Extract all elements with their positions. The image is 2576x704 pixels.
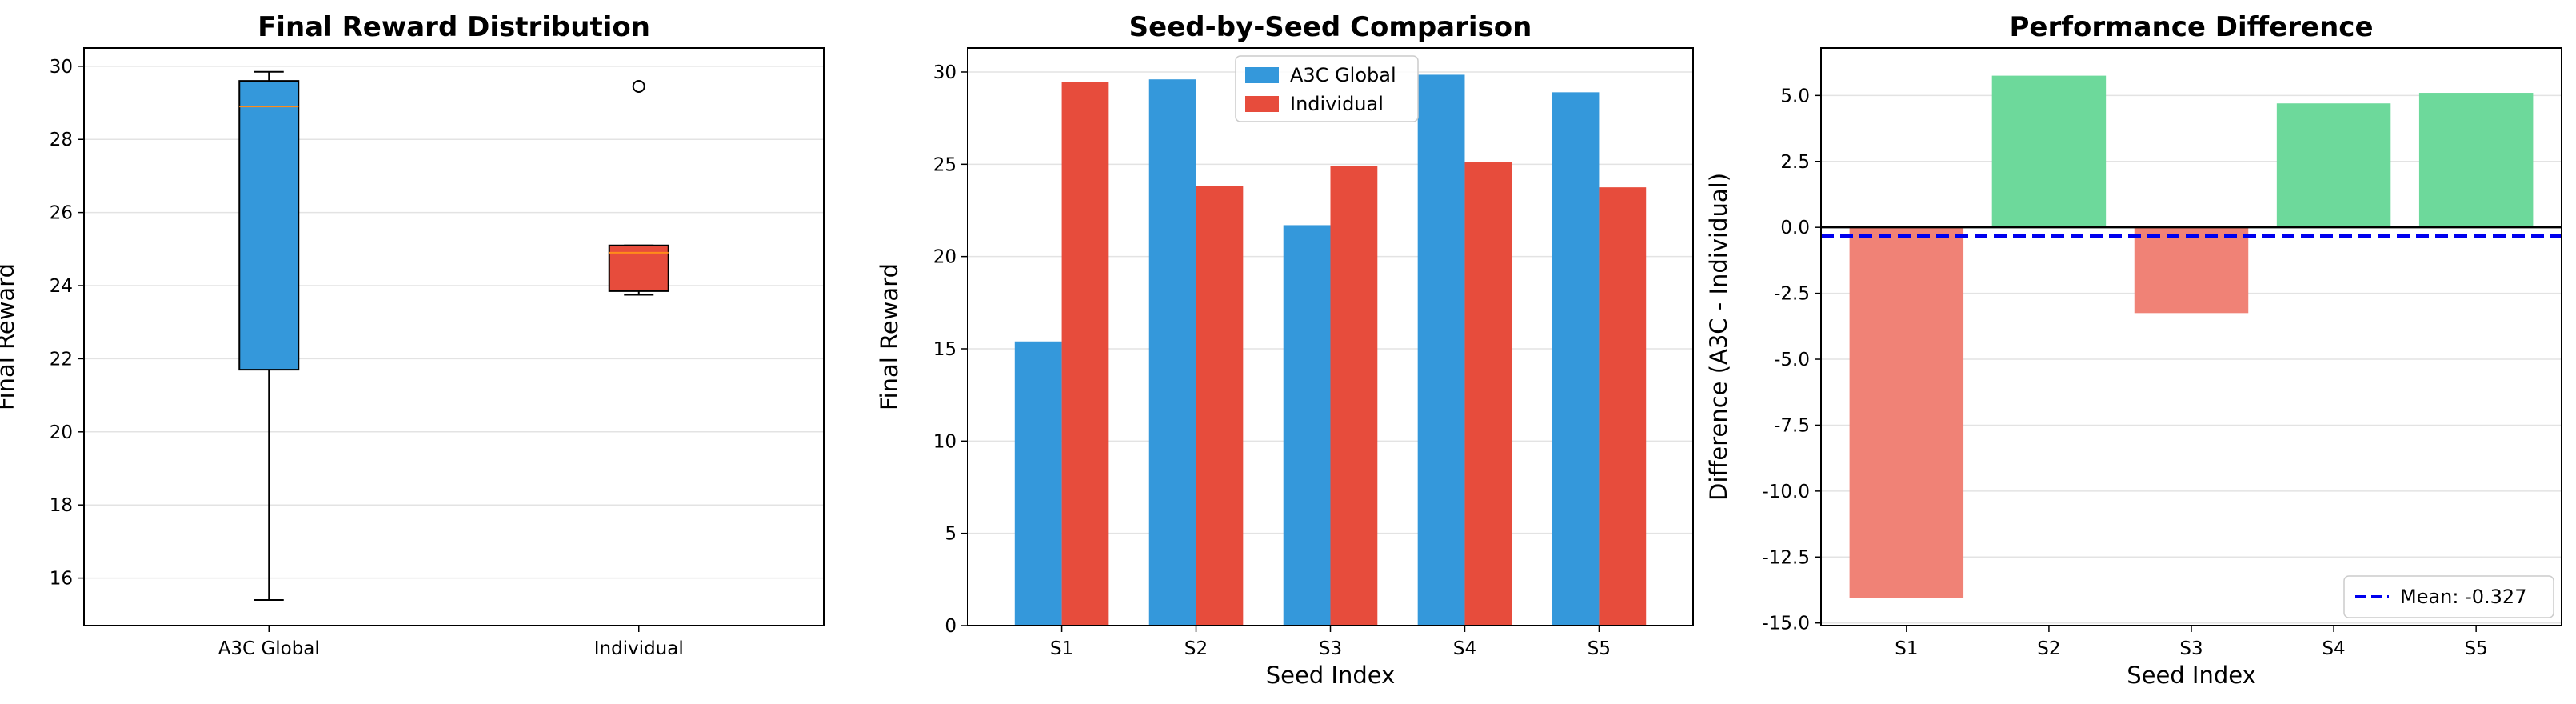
x-tick-label: S2 — [1184, 638, 1208, 659]
legend: Mean: -0.327 — [2343, 575, 2554, 618]
chart-panel-2: Seed-by-Seed Comparison 0 5 10 15 20 25 30 Final… — [876, 11, 1694, 689]
y-tick-label: 20 — [933, 247, 957, 268]
outlier-point — [632, 79, 645, 93]
y-axis-label: Final Reward — [0, 263, 19, 410]
legend-label: Mean: -0.327 — [2400, 586, 2526, 608]
legend-label: Individual — [1290, 93, 1384, 115]
y-tick-label: -10.0 — [1762, 482, 1810, 502]
axes-frame — [1820, 47, 2562, 626]
bar-individual-S2 — [1196, 186, 1244, 626]
bar-individual-S5 — [1599, 187, 1647, 626]
legend-frame — [1235, 55, 1419, 122]
diff-bar-S1 — [1849, 227, 1964, 598]
y-axis-label: Final Reward — [876, 263, 903, 410]
x-tick-label: S1 — [1050, 638, 1073, 659]
y-tick-label: 16 — [50, 569, 73, 590]
y-tick-label: 30 — [933, 62, 957, 83]
legend-swatch — [1245, 67, 1279, 83]
box-2 — [608, 79, 669, 296]
x-tick-label: Individual — [594, 638, 684, 659]
x-axis-label: Seed Index — [1266, 662, 1396, 689]
chart-title: Seed-by-Seed Comparison — [1129, 11, 1532, 43]
y-tick-label: 5.0 — [1780, 86, 1810, 106]
x-tick-label: S4 — [1453, 638, 1476, 659]
axes-frame — [967, 47, 1694, 626]
diff-bar-S3 — [2134, 227, 2249, 314]
x-tick-label: S5 — [2465, 638, 2488, 659]
box-body — [238, 80, 300, 371]
bar-individual-S3 — [1330, 166, 1378, 626]
y-tick-label: -5.0 — [1774, 350, 1810, 370]
x-tick-label: S2 — [2037, 638, 2060, 659]
bar-a3c-S3 — [1283, 225, 1331, 626]
y-tick-label: 30 — [50, 57, 73, 78]
diff-bar-S4 — [2276, 103, 2391, 228]
bar-a3c-S4 — [1417, 74, 1465, 626]
y-tick-label: 22 — [50, 349, 73, 370]
y-tick-label: 15 — [933, 339, 957, 360]
y-tick-label: 25 — [933, 154, 957, 175]
y-tick-label: 26 — [50, 203, 73, 224]
y-tick-label: -7.5 — [1774, 415, 1810, 436]
legend-frame — [2343, 575, 2554, 618]
x-tick-label: S3 — [2179, 638, 2203, 659]
axes-frame — [83, 47, 825, 626]
y-tick-label: 0 — [945, 616, 957, 637]
y-tick-label: 18 — [50, 495, 73, 516]
x-axis-label: Seed Index — [2127, 662, 2256, 689]
bar-individual-S1 — [1061, 82, 1109, 626]
x-tick-label: S5 — [1588, 638, 1611, 659]
y-tick-label: 2.5 — [1780, 152, 1810, 173]
x-tick-label: S3 — [1319, 638, 1342, 659]
x-tick-label: A3C Global — [218, 638, 320, 659]
y-tick-label: 24 — [50, 276, 73, 297]
legend-swatch — [1245, 96, 1279, 112]
y-tick-label: -12.5 — [1762, 547, 1810, 568]
bar-a3c-S1 — [1014, 341, 1062, 626]
x-tick-label: S4 — [2322, 638, 2345, 659]
legend: A3C Global Individual — [1235, 55, 1419, 122]
bar-individual-S4 — [1464, 162, 1512, 626]
y-tick-label: -2.5 — [1774, 284, 1810, 305]
bar-a3c-S5 — [1552, 92, 1600, 626]
box-1 — [238, 70, 300, 602]
chart-title: Performance Difference — [2009, 11, 2373, 43]
y-tick-label: 10 — [933, 431, 957, 452]
y-tick-label: 5 — [945, 524, 957, 545]
diff-bar-S5 — [2418, 93, 2534, 228]
x-tick-label: S1 — [1895, 638, 1918, 659]
y-axis-label: Difference (A3C - Individual) — [1705, 173, 1732, 501]
chart-panel-3: Performance Difference -15.0 -12.5 -10.0 -7.… — [1705, 11, 2562, 689]
y-tick-label: -15.0 — [1762, 614, 1810, 634]
y-tick-label: 0.0 — [1780, 218, 1810, 238]
y-tick-label: 28 — [50, 130, 73, 150]
chart-panel-1: Final Reward Distribution 16 18 20 22 24 26 28 3… — [0, 11, 825, 659]
chart-title: Final Reward Distribution — [258, 11, 650, 43]
diff-bar-S2 — [1991, 75, 2107, 228]
legend-label: A3C Global — [1290, 64, 1396, 86]
bar-a3c-S2 — [1148, 79, 1196, 626]
y-tick-label: 20 — [50, 422, 73, 443]
